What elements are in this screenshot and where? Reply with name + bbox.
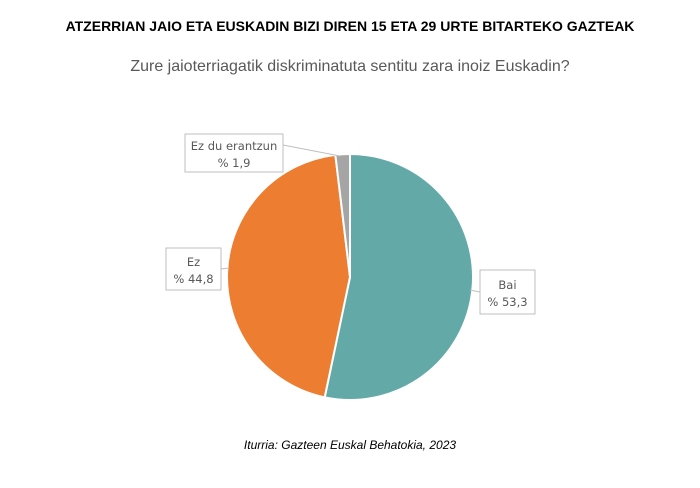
chart-subtitle: Zure jaioterriagatik diskriminatuta sent… — [130, 58, 570, 75]
label-box — [479, 269, 536, 315]
leader-line — [220, 267, 230, 270]
data-label-ez: Ez % 44,8 — [165, 247, 230, 291]
slice-value-label: % 1,9 — [218, 156, 251, 170]
chart-title: ATZERRIAN JAIO ETA EUSKADIN BIZI DIREN 1… — [65, 18, 635, 34]
pie-slice-ez — [226, 153, 352, 399]
leader-line — [469, 289, 481, 293]
label-box — [165, 247, 222, 291]
slice-category-label: Ez — [187, 255, 200, 269]
chart-source: Iturria: Gazteen Euskal Behatokia, 2023 — [243, 438, 457, 452]
slice-category-label: Bai — [498, 278, 516, 292]
pie-slice-bai — [323, 152, 474, 401]
slice-value-label: % 44,8 — [173, 272, 213, 286]
data-label-bai: Bai % 53,3 — [469, 269, 536, 315]
label-box — [184, 133, 284, 173]
data-label-ez-du-erantzun: Ez du erantzun % 1,9 — [184, 133, 341, 173]
slice-category-label: Ez du erantzun — [191, 139, 277, 153]
slice-value-label: % 53,3 — [487, 295, 527, 309]
leader-line — [282, 144, 341, 157]
